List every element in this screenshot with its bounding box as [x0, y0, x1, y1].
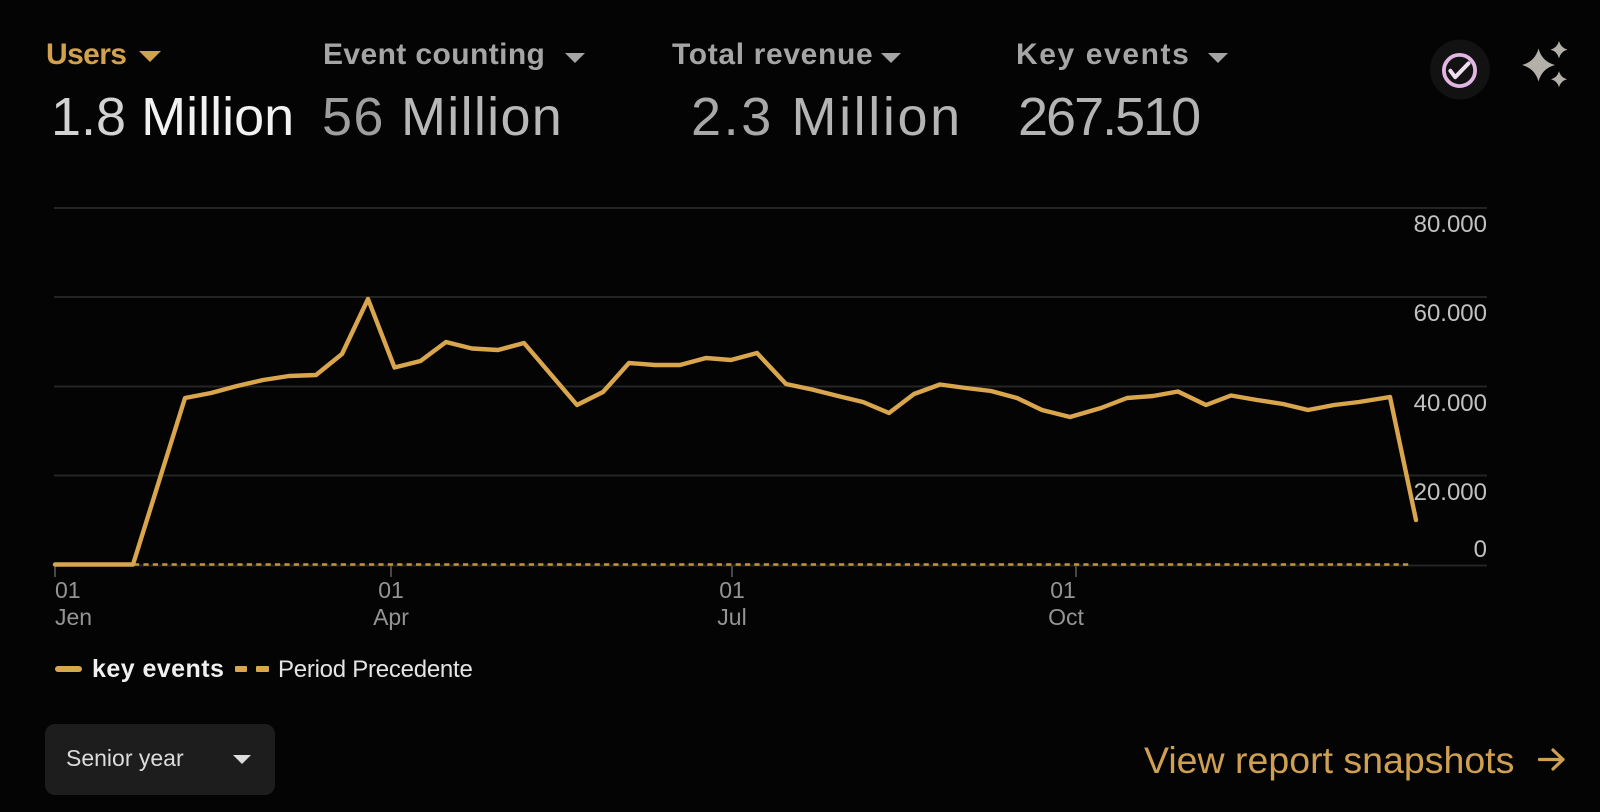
svg-text:01: 01 [378, 577, 404, 603]
svg-text:Jul: Jul [717, 604, 746, 630]
svg-text:60.000: 60.000 [1414, 300, 1487, 327]
svg-text:Apr: Apr [373, 604, 409, 630]
svg-text:01: 01 [55, 577, 81, 603]
svg-text:80.000: 80.000 [1414, 211, 1487, 238]
svg-text:40.000: 40.000 [1414, 390, 1487, 417]
svg-text:0: 0 [1474, 536, 1487, 563]
svg-text:01: 01 [719, 577, 745, 603]
svg-text:Oct: Oct [1048, 604, 1084, 630]
svg-text:01: 01 [1050, 577, 1076, 603]
svg-text:Jen: Jen [55, 604, 92, 630]
svg-text:20.000: 20.000 [1414, 479, 1487, 506]
